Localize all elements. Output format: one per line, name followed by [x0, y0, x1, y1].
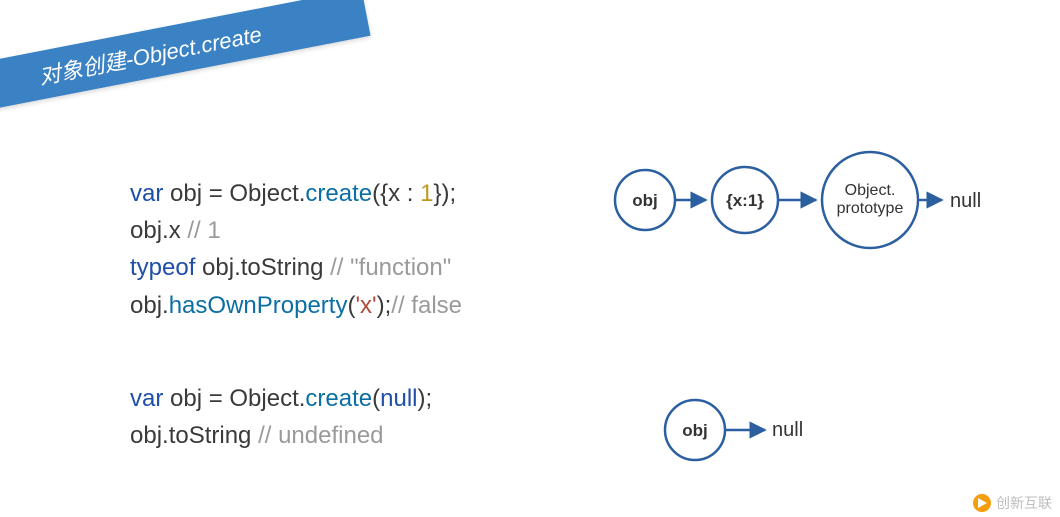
code-block-2: var obj = Object.create(null); obj.toStr…: [130, 380, 432, 454]
slide-title-text: 对象创建-Object.create: [36, 17, 264, 92]
code-block-1: var obj = Object.create({x : 1}); obj.x …: [130, 175, 462, 324]
diagram-svg: obj null: [660, 395, 860, 465]
code-line: var obj = Object.create({x : 1});: [130, 175, 462, 212]
node-label: prototype: [837, 200, 904, 217]
node-label: {x:1}: [726, 191, 764, 210]
prototype-chain-diagram-1: obj {x:1} Object. prototype null: [610, 150, 1010, 255]
prototype-chain-diagram-2: obj null: [660, 395, 860, 470]
node-label: obj: [682, 421, 708, 440]
end-label: null: [950, 190, 981, 212]
slide-title-banner: 对象创建-Object.create: [0, 0, 371, 120]
watermark-icon: [972, 493, 992, 513]
code-line: var obj = Object.create(null);: [130, 380, 432, 417]
code-line: obj.x // 1: [130, 212, 462, 249]
diagram-svg: obj {x:1} Object. prototype null: [610, 150, 1010, 250]
watermark-text: 创新互联: [996, 493, 1052, 513]
code-line: obj.toString // undefined: [130, 417, 432, 454]
node-label: Object.: [845, 182, 896, 199]
code-line: obj.hasOwnProperty('x');// false: [130, 287, 462, 324]
end-label: null: [772, 419, 803, 441]
node-label: obj: [632, 191, 658, 210]
code-line: typeof obj.toString // "function": [130, 249, 462, 286]
watermark: 创新互联: [972, 493, 1052, 513]
